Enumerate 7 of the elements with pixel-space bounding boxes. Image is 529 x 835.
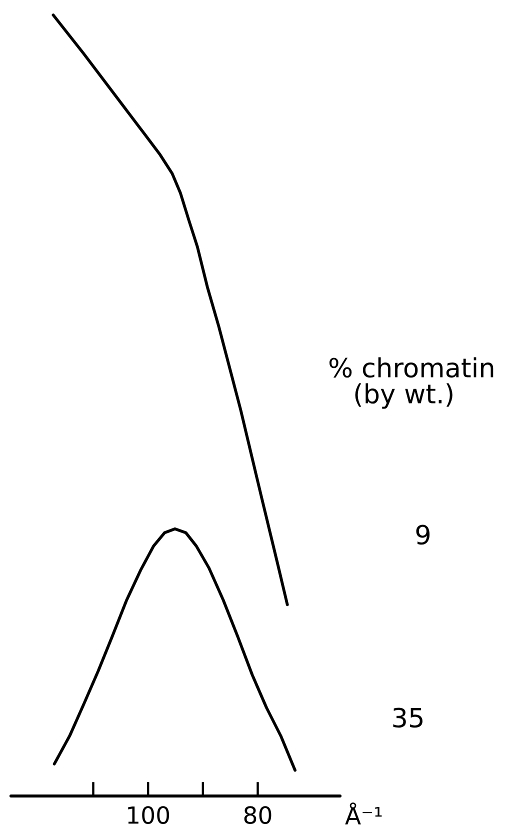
x-tick-label: 100 (128, 806, 170, 824)
x-tick-label: 80 (244, 806, 272, 824)
text: 9 (416, 524, 430, 545)
x-axis-title: Å⁻¹ (345, 802, 382, 824)
text: 35 (393, 708, 422, 728)
text: (by wt.) (355, 383, 452, 409)
annotation: % chromatin (329, 357, 494, 378)
